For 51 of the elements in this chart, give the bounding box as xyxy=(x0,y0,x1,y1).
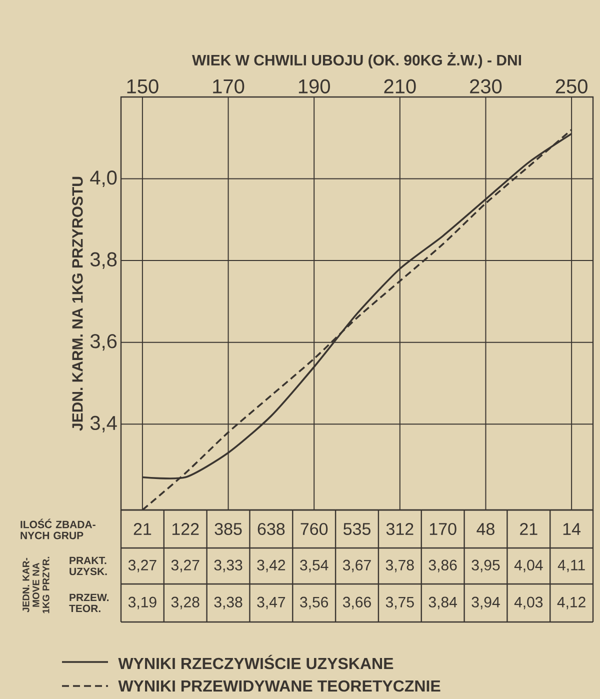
text: PRZEW. TEOR. xyxy=(69,594,109,612)
text: 3,56 xyxy=(300,596,328,610)
text: 3,27 xyxy=(128,560,156,572)
text: 3,28 xyxy=(171,596,200,610)
y-tick-label: 3,8 xyxy=(90,252,117,269)
legend-label: WYNIKI RZECZYWIŚCIE UZYSKANE xyxy=(118,654,394,670)
text: ILOŚĆ ZBADA-NYCH GRUP xyxy=(20,518,96,540)
text: 3,42 xyxy=(257,560,286,572)
text: PRAKT. UZYSK. xyxy=(70,556,107,576)
x-tick-label: 190 xyxy=(298,79,330,94)
y-tick-label: 4,0 xyxy=(90,170,117,188)
text: 170 xyxy=(430,522,456,536)
x-tick-label: 170 xyxy=(213,79,244,94)
x-tick-label: 250 xyxy=(556,79,588,94)
text: 4,03 xyxy=(514,596,543,610)
x-axis-title: WIEK W CHWILI UBOJU (OK. 90KG Ż.W.) - DNI xyxy=(192,52,521,68)
y-tick-label: 3,6 xyxy=(90,334,117,351)
text: 48 xyxy=(476,522,494,536)
legend-label: WYNIKI PRZEWIDYWANE TEORETYCZNIE xyxy=(118,680,440,692)
x-tick-label: 210 xyxy=(384,79,416,94)
text: 3,47 xyxy=(257,596,286,610)
x-tick-label: 230 xyxy=(470,79,502,94)
text: 21 xyxy=(520,523,538,535)
text: 3,27 xyxy=(171,560,200,572)
text: 312 xyxy=(386,522,414,536)
text: 385 xyxy=(214,522,242,536)
text: 122 xyxy=(172,523,199,535)
text: 3,78 xyxy=(386,560,414,572)
text: 3,95 xyxy=(472,560,500,572)
x-tick-label: 150 xyxy=(127,79,158,94)
y-tick-label: 3,4 xyxy=(90,416,117,432)
text: 535 xyxy=(343,522,370,536)
text: 14 xyxy=(563,523,581,535)
text: 3,54 xyxy=(300,560,328,572)
text: JEDN. KAR-MOVE NA 1KG PRZYR. xyxy=(22,556,50,614)
text: 760 xyxy=(300,522,328,536)
text: 3,67 xyxy=(342,560,371,572)
text: 3,33 xyxy=(214,560,242,572)
text: 4,12 xyxy=(557,596,586,610)
text: 3,75 xyxy=(386,596,414,610)
text: 3,19 xyxy=(128,596,156,610)
text: 3,94 xyxy=(472,596,500,610)
text: 21 xyxy=(134,523,152,535)
y-axis-title: JEDN. KARM. NA 1KG PRZYROSTU xyxy=(72,176,83,431)
text: 4,04 xyxy=(514,560,543,572)
text: 638 xyxy=(258,522,285,536)
text: 3,38 xyxy=(214,596,242,610)
text: 3,66 xyxy=(342,596,371,610)
text: 3,84 xyxy=(428,596,457,610)
text: 3,86 xyxy=(428,560,457,572)
text: 4,11 xyxy=(558,560,585,572)
